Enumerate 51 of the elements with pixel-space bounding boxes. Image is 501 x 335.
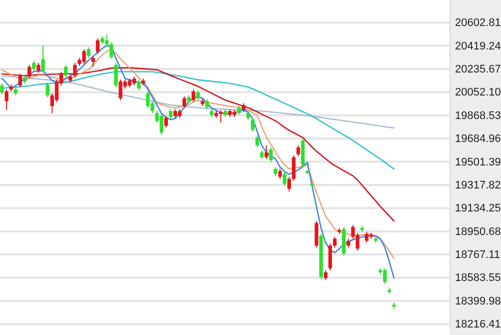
- y-tick-label: 18583.55: [455, 272, 501, 284]
- candlestick: [282, 172, 286, 186]
- y-tick-label: 18767.11: [455, 249, 500, 262]
- candlestick: [168, 108, 172, 120]
- line-series: [1, 75, 395, 129]
- candlestick: [192, 88, 196, 103]
- candlestick: [182, 96, 186, 109]
- candlestick: [114, 62, 118, 88]
- candlestick: [255, 135, 260, 148]
- candlestick: [136, 79, 141, 91]
- candlestick: [164, 115, 168, 128]
- candlestick: [196, 90, 200, 101]
- y-tick-label: 19317.82: [455, 179, 501, 192]
- y-tick-label: 19134.25: [455, 202, 501, 215]
- candlestick: [64, 64, 68, 78]
- candlestick: [91, 55, 95, 68]
- candlestick: [296, 144, 300, 157]
- candlestick: [32, 60, 36, 72]
- candlestick: [269, 146, 273, 163]
- candlestick: [146, 90, 150, 109]
- candlestick: [96, 38, 100, 55]
- candlestick: [292, 154, 296, 182]
- candlestick: [110, 42, 114, 60]
- y-tick-label: 18950.68: [455, 226, 501, 238]
- candlestick: [314, 220, 318, 248]
- candlestick: [287, 176, 291, 192]
- candlestick: [218, 110, 223, 124]
- y-tick-label: 18216.41: [455, 318, 501, 331]
- y-tick-label: 20419.24: [455, 40, 501, 52]
- y-tick-label: 18399.98: [455, 295, 501, 308]
- candlestick: [46, 82, 50, 98]
- candlestick: [332, 236, 337, 248]
- candlestick: [4, 88, 8, 110]
- y-tick-label: 20235.67: [455, 64, 501, 76]
- candlestick: [73, 62, 77, 78]
- y-tick-label: 20052.10: [455, 86, 501, 99]
- candlestick: [324, 270, 328, 281]
- y-tick-label: 19868.53: [455, 110, 501, 122]
- candlestick: [86, 46, 90, 58]
- y-tick-label: 19684.96: [455, 133, 501, 146]
- candlestick: [328, 243, 332, 271]
- y-tick-label: 19501.39: [455, 156, 501, 168]
- candlestick: [205, 98, 209, 110]
- candlestick: [278, 168, 282, 180]
- candlestick: [41, 44, 45, 74]
- y-tick-label: 20602.81: [455, 17, 501, 30]
- candlestick: [250, 117, 255, 132]
- candlestick: [18, 73, 22, 88]
- candlestick: [28, 64, 32, 80]
- candlestick: [0, 82, 4, 95]
- candlestick: [36, 62, 40, 74]
